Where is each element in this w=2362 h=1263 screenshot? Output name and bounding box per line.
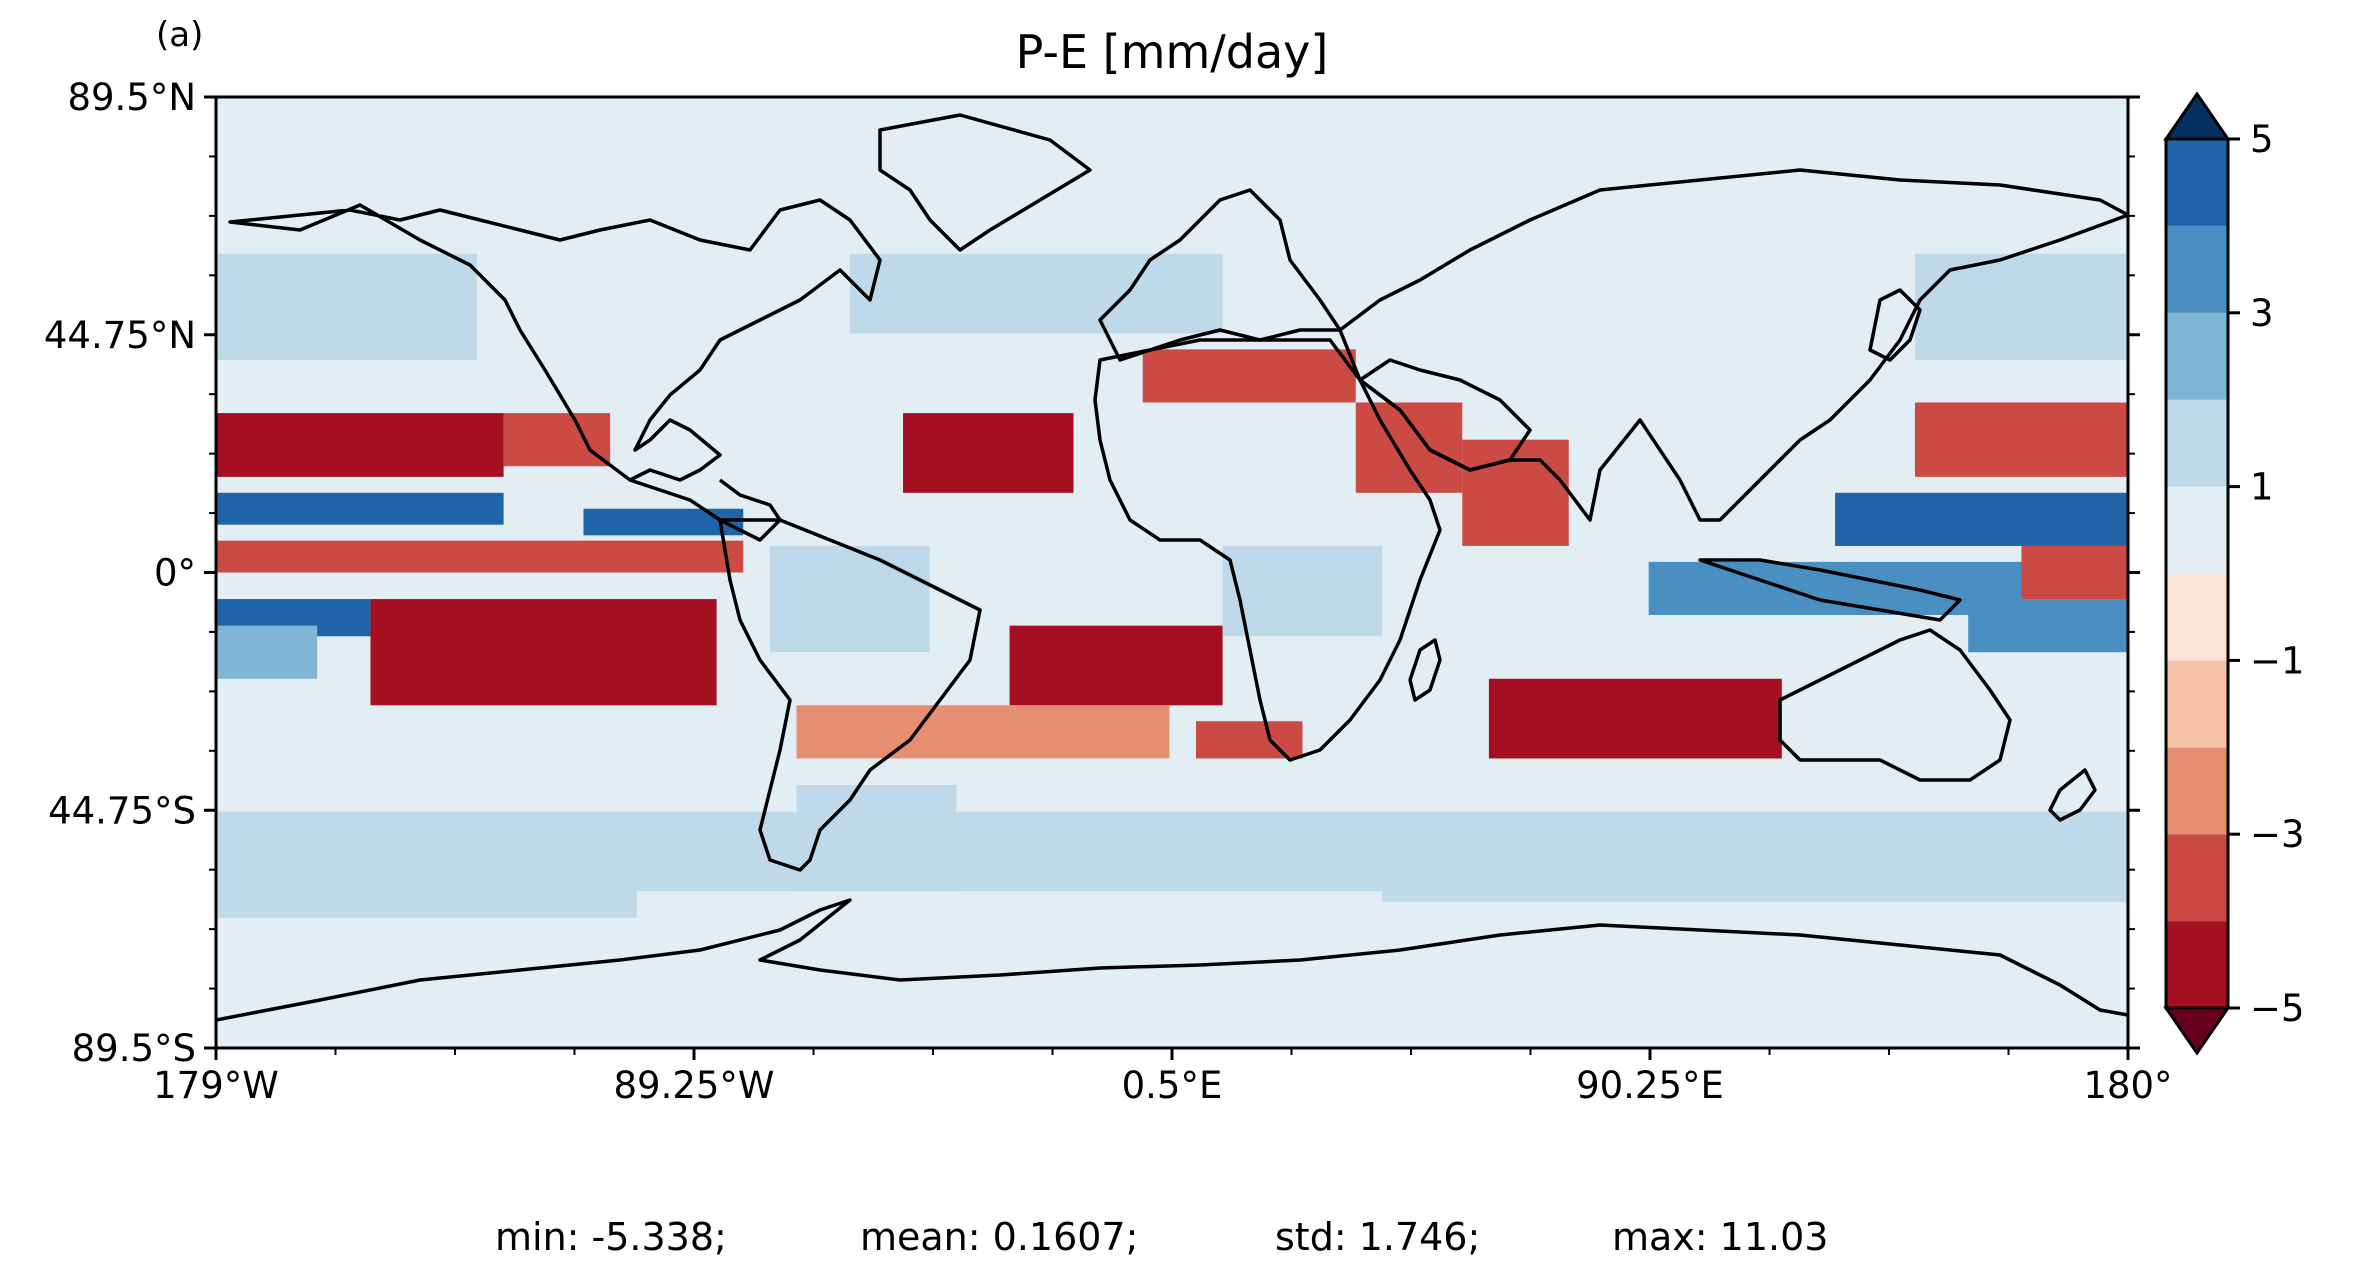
- pe-region-15: [1488, 678, 1782, 759]
- lat-tick-label: 44.75°N: [44, 314, 196, 357]
- lon-tick-label: 0.5°E: [1122, 1064, 1223, 1107]
- coastlines: [216, 113, 2128, 1022]
- stat-mean: mean: 0.1607;: [860, 1215, 1138, 1259]
- pe-region-14: [796, 705, 1170, 759]
- pe-region-13: [1462, 439, 1569, 546]
- pe-region-3: [1835, 492, 2128, 546]
- colorbar-tick-label: 5: [2250, 118, 2274, 161]
- colorbar-band: [2166, 747, 2228, 835]
- lat-tick-label: 89.5°S: [72, 1027, 196, 1070]
- pe-region-6: [216, 625, 318, 679]
- colorbar-tick-label: −3: [2250, 813, 2305, 856]
- colorbar-band: [2166, 139, 2228, 226]
- pe-region-27: [1914, 253, 2128, 360]
- pe-region-18: [1142, 349, 1356, 403]
- lat-tick-label: 44.75°S: [48, 789, 196, 832]
- lon-tick-label: 180°: [2083, 1064, 2172, 1107]
- coast-madagascar: [1408, 638, 1442, 702]
- colorbar-tick-label: 1: [2250, 466, 2274, 509]
- pe-region-11: [903, 413, 1074, 493]
- coast-australia: [1778, 628, 2012, 782]
- coast-greenland: [878, 113, 1092, 252]
- pe-region-19: [1355, 402, 1463, 493]
- coast-antarctica: [216, 898, 2128, 1022]
- pe-region-25: [216, 253, 477, 360]
- pe-region-0: [216, 492, 504, 525]
- pe-region-1: [583, 508, 744, 536]
- coast-europe: [1098, 188, 1342, 362]
- pe-region-23: [1382, 811, 2128, 902]
- pe-region-8: [503, 413, 611, 467]
- colorbar-tick-label: −5: [2250, 987, 2305, 1030]
- colorbar-extend-over: [2163, 91, 2231, 141]
- pe-region-16: [1914, 402, 2128, 477]
- colorbar-band: [2166, 399, 2228, 487]
- coast-asia: [1338, 168, 2128, 522]
- pe-region-7: [216, 413, 504, 477]
- pe-region-5: [1968, 599, 2128, 653]
- colorbar-band: [2166, 312, 2228, 400]
- colorbar-band: [2166, 660, 2228, 748]
- coast-indonesia: [1698, 558, 1962, 622]
- pe-region-17: [2021, 545, 2128, 600]
- lat-tick-label: 89.5°N: [67, 76, 196, 119]
- stat-min: min: -5.338;: [495, 1215, 727, 1259]
- pe-region-28: [769, 545, 930, 653]
- colorbar-band: [2166, 486, 2228, 574]
- coast-africa: [1093, 338, 1442, 762]
- panel-label: (a): [156, 15, 203, 55]
- lat-tick-label: 0°: [154, 552, 196, 595]
- stats-line: min: -5.338; mean: 0.1607; std: 1.746; m…: [495, 1215, 1828, 1259]
- pe-region-9: [216, 540, 744, 573]
- pe-region-24: [216, 811, 637, 918]
- colorbar-band: [2166, 921, 2228, 1008]
- coast-japan: [1868, 288, 1922, 362]
- coast-north-america: [228, 198, 882, 482]
- lon-tick-label: 179°W: [153, 1064, 279, 1107]
- longitude-axis: 179°W 89.25°W 0.5°E 90.25°E 180°: [153, 1048, 2173, 1107]
- latitude-axis: 89.5°N 44.75°N 0° 44.75°S 89.5°S: [44, 76, 2140, 1070]
- colorbar-band: [2166, 225, 2228, 313]
- pe-region-12: [1009, 625, 1223, 706]
- colorbar-band: [2166, 573, 2228, 661]
- colorbar-tick-label: −1: [2250, 639, 2305, 682]
- colorbar: 5 3 1 −1 −3 −5: [2163, 91, 2305, 1056]
- coast-south-america: [718, 518, 982, 872]
- colorbar-extend-under: [2163, 1006, 2231, 1056]
- lon-tick-label: 89.25°W: [613, 1064, 774, 1107]
- pe-region-10: [370, 599, 717, 706]
- pe-field-layer: [216, 97, 2128, 918]
- stat-std: std: 1.746;: [1275, 1215, 1480, 1259]
- stat-max: max: 11.03: [1612, 1215, 1828, 1259]
- pe-region-30: [216, 97, 2128, 254]
- map-title: P-E [mm/day]: [1016, 25, 1329, 79]
- lon-tick-label: 90.25°E: [1576, 1064, 1724, 1107]
- pe-region-20: [1195, 721, 1303, 759]
- pe-region-4: [1648, 561, 2022, 616]
- colorbar-tick-label: 3: [2250, 292, 2274, 335]
- colorbar-frame: [2164, 137, 2230, 1010]
- pe-region-29: [1222, 545, 1383, 637]
- colorbar-band: [2166, 834, 2228, 922]
- coast-central-america: [629, 478, 782, 542]
- coast-new-zealand: [2048, 768, 2097, 822]
- pe-region-22: [636, 811, 1383, 892]
